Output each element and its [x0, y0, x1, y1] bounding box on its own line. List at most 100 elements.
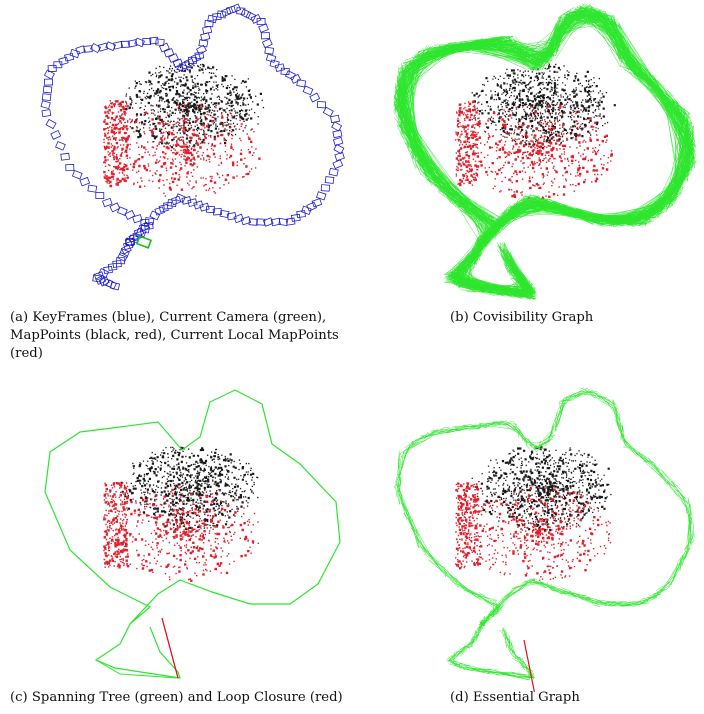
keyframe-icon — [41, 109, 52, 118]
map-points-red — [455, 100, 613, 200]
keyframe-icon — [83, 45, 93, 53]
keyframe-icon — [270, 217, 281, 227]
map-points-black — [471, 445, 612, 532]
loop-closure-edge — [523, 639, 536, 692]
keyframe-icon — [41, 93, 52, 101]
graph-edges — [394, 387, 695, 681]
keyframe-icon — [316, 191, 327, 201]
keyframe-icon — [212, 12, 222, 21]
keyframe-icon — [109, 202, 121, 213]
current-camera-icon — [135, 235, 153, 249]
keyframe-icon — [103, 265, 113, 274]
caption-c: (c) Spanning Tree (green) and Loop Closu… — [10, 690, 343, 705]
keyframe-icon — [60, 152, 70, 161]
keyframe-icon — [236, 7, 246, 15]
keyframe-icon — [120, 40, 130, 48]
keyframe-icon — [187, 198, 198, 208]
spanning-tree-branch — [95, 659, 179, 679]
keyframe-icon — [331, 121, 343, 132]
caption-a: (a) KeyFrames (blue), Current Camera (gr… — [10, 310, 339, 361]
keyframe-icon — [142, 37, 152, 46]
keyframe-icon — [93, 271, 105, 281]
keyframe-icon — [120, 244, 132, 255]
panel-essential-graph: (d) Essential Graph — [352, 357, 704, 714]
panel-covisibility: (b) Covisibility Graph — [352, 0, 704, 357]
keyframes-plot — [40, 3, 345, 291]
keyframe-icon — [109, 281, 121, 291]
keyframe-icon — [180, 60, 191, 70]
map-points-black — [118, 63, 265, 149]
keyframe-icon — [90, 42, 102, 54]
keyframe-icon — [256, 218, 266, 226]
caption-b: (b) Covisibility Graph — [450, 310, 594, 325]
keyframe-icon — [45, 118, 57, 130]
spanning-tree-edges — [44, 389, 341, 679]
keyframe-icon — [330, 114, 340, 124]
keyframe-icon — [170, 195, 182, 206]
keyframe-icon — [202, 25, 213, 35]
keyframe-icon — [212, 207, 223, 216]
keyframe-icon — [290, 73, 302, 84]
keyframe-icon — [47, 64, 57, 73]
keyframe-icon — [320, 184, 331, 192]
keyframe-icon — [97, 42, 109, 52]
map-points-red — [455, 482, 612, 582]
keyframe-icon — [43, 78, 54, 86]
keyframe-icon — [219, 209, 230, 219]
keyframe-icon — [306, 201, 318, 212]
keyframe-icon — [177, 63, 188, 73]
panel-spanning-tree: (c) Spanning Tree (green) and Loop Closu… — [0, 357, 352, 714]
keyframe-icon — [204, 19, 214, 28]
essential-graph-plot — [394, 387, 695, 692]
keyframe-icon — [245, 11, 257, 22]
panel-keyframes: (a) KeyFrames (blue), Current Camera (gr… — [0, 0, 352, 361]
keyframe-icon — [69, 48, 81, 59]
keyframe-icon — [195, 44, 207, 55]
keyframe-icon — [154, 206, 165, 216]
keyframe-icon — [296, 79, 307, 88]
keyframe-icon — [102, 197, 113, 208]
keyframe-icon — [193, 200, 204, 210]
keyframe-icon — [269, 59, 280, 69]
keyframe-icon — [50, 129, 62, 140]
keyframe-icon — [42, 85, 53, 94]
keyframe-icon — [124, 209, 136, 220]
keyframe-icon — [116, 257, 126, 265]
keyframe-icon — [87, 184, 98, 193]
keyframe-icon — [260, 32, 270, 40]
keyframe-icon — [112, 260, 122, 268]
keyframe-icon — [333, 143, 345, 155]
keyframe-icon — [163, 48, 175, 58]
keyframe-icon — [155, 38, 165, 47]
keyframe-icon — [332, 129, 343, 139]
keyframe-icon — [143, 222, 154, 231]
keyframe-icon — [144, 217, 155, 226]
keyframe-icon — [107, 263, 118, 271]
graph-edges — [393, 3, 697, 301]
keyframe-icon — [159, 42, 170, 53]
keyframe-icon — [316, 100, 327, 109]
map-points-red — [103, 100, 261, 197]
keyframe-icon — [71, 169, 83, 180]
caption-d: (d) Essential Graph — [450, 690, 580, 705]
map-points-red — [103, 482, 259, 582]
keyframe-icon — [233, 213, 245, 224]
keyframe-icon — [225, 5, 237, 15]
keyframe-icon — [311, 198, 323, 208]
keyframe-icon — [116, 206, 128, 216]
keyframe-icon — [248, 218, 258, 226]
keyframe-icon — [149, 210, 161, 221]
keyframe-icon — [332, 159, 344, 170]
keyframe-icon — [187, 56, 198, 64]
keyframe-icon — [58, 56, 69, 66]
keyframe-icon — [55, 140, 66, 151]
keyframe-icon — [258, 23, 269, 33]
keyframe-icon — [284, 70, 296, 81]
keyframe-icon — [285, 217, 296, 226]
keyframe-icon — [324, 176, 335, 184]
keyframe-icon — [240, 216, 252, 226]
keyframe-icon — [332, 136, 344, 147]
keyframe-icon — [220, 7, 232, 17]
keyframe-icon — [240, 8, 252, 19]
keyframe-icon — [328, 167, 339, 177]
